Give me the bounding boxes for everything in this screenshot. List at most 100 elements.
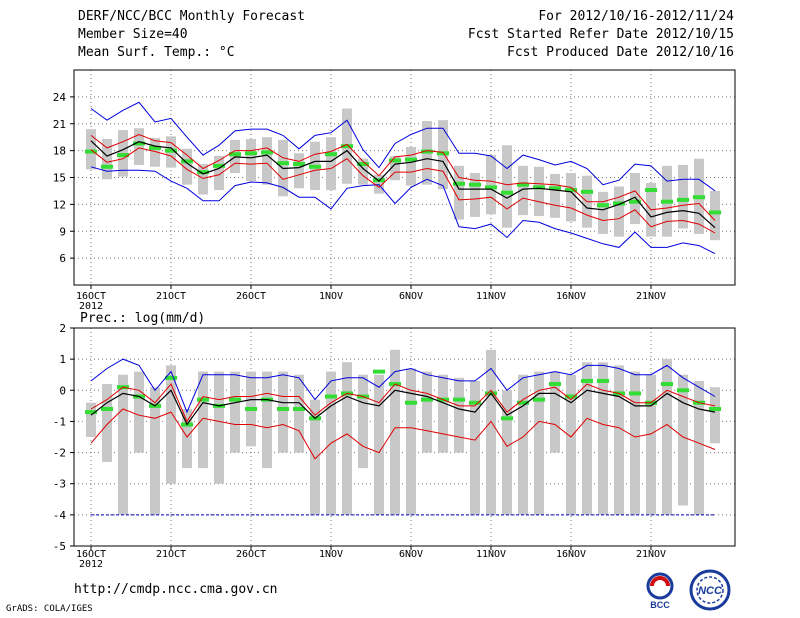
temp-climatology-marker bbox=[485, 185, 497, 190]
temp-ytick-label: 21 bbox=[53, 118, 66, 131]
prec-box bbox=[310, 399, 320, 515]
prec-box bbox=[278, 371, 288, 453]
prec-box bbox=[182, 408, 192, 469]
temp-climatology-marker bbox=[677, 197, 689, 202]
temp-climatology-marker bbox=[517, 182, 529, 187]
variable-label-temp: Mean Surf. Temp.: °C bbox=[78, 45, 235, 60]
temp-climatology-marker bbox=[309, 164, 321, 169]
prec-climatology-marker bbox=[661, 382, 673, 387]
temp-spread-lower-line bbox=[90, 147, 716, 234]
temp-climatology-marker bbox=[421, 149, 433, 154]
prec-box bbox=[422, 371, 432, 453]
prec-ytick-label: -4 bbox=[53, 509, 67, 522]
prec-box bbox=[358, 374, 368, 469]
prec-box bbox=[630, 371, 640, 515]
temp-xtick-year: 2012 bbox=[79, 301, 103, 312]
temp-box bbox=[182, 148, 192, 185]
temp-climatology-marker bbox=[293, 162, 305, 167]
temp-box bbox=[326, 137, 336, 191]
temp-box bbox=[486, 155, 496, 215]
prec-xtick-label: 11NOV bbox=[476, 549, 506, 560]
prec-climatology-marker bbox=[709, 406, 721, 411]
temp-climatology-marker bbox=[229, 152, 241, 157]
prec-ytick-label: -2 bbox=[53, 447, 66, 460]
prec-box bbox=[678, 374, 688, 506]
prec-xtick-label: 1NOV bbox=[319, 549, 343, 560]
temp-climatology-marker bbox=[533, 185, 545, 190]
prec-xtick-label: 21NOV bbox=[636, 549, 666, 560]
temp-climatology-marker bbox=[357, 162, 369, 167]
prec-box bbox=[198, 371, 208, 469]
chart-title: DERF/NCC/BCC Monthly Forecast bbox=[78, 9, 305, 24]
prec-box bbox=[166, 365, 176, 484]
temp-climatology-marker bbox=[165, 148, 177, 153]
prec-ytick-label: 2 bbox=[59, 322, 66, 335]
temp-spread-upper-line bbox=[90, 133, 716, 221]
temp-climatology-marker bbox=[629, 199, 641, 204]
prec-climatology-marker bbox=[677, 388, 689, 393]
prec-spread-lower-line bbox=[90, 408, 716, 460]
prec-box bbox=[406, 368, 416, 515]
forecast-started-date: Fcst Started Refer Date 2012/10/15 bbox=[467, 27, 734, 42]
prec-panel-title: Prec.: log(mm/d) bbox=[80, 311, 205, 326]
temp-climatology-marker bbox=[469, 182, 481, 187]
prec-max-line bbox=[90, 358, 716, 414]
prec-climatology-marker bbox=[517, 400, 529, 405]
temp-box bbox=[470, 173, 480, 217]
prec-box bbox=[486, 349, 496, 515]
prec-box bbox=[598, 362, 608, 515]
temp-max-line bbox=[90, 101, 716, 192]
prec-climatology-marker bbox=[453, 397, 465, 402]
temp-climatology-marker bbox=[213, 163, 225, 168]
prec-climatology-marker bbox=[325, 394, 337, 399]
prec-box bbox=[454, 377, 464, 453]
prec-xtick-label: 21OCT bbox=[156, 549, 186, 560]
prec-box bbox=[102, 384, 112, 462]
prec-climatology-marker bbox=[277, 406, 289, 411]
temp-box bbox=[86, 129, 96, 170]
temp-box bbox=[198, 164, 208, 195]
bcc-logo-ring bbox=[646, 572, 674, 600]
prec-box bbox=[534, 371, 544, 515]
bcc-logo-swirl bbox=[650, 576, 670, 587]
temp-box bbox=[214, 156, 224, 191]
prec-box bbox=[214, 371, 224, 484]
prec-climatology-marker bbox=[421, 397, 433, 402]
prec-climatology-marker bbox=[229, 397, 241, 402]
temp-climatology-marker bbox=[613, 201, 625, 206]
temp-box bbox=[294, 153, 304, 189]
prec-box bbox=[470, 380, 480, 515]
temp-climatology-marker bbox=[565, 188, 577, 193]
temp-box bbox=[390, 156, 400, 181]
prec-climatology-marker bbox=[597, 378, 609, 383]
prec-box bbox=[502, 390, 512, 515]
prec-box bbox=[614, 365, 624, 515]
temp-climatology-marker bbox=[373, 178, 385, 183]
forecast-produced-date: Fcst Produced Date 2012/10/16 bbox=[507, 45, 734, 60]
prec-climatology-marker bbox=[373, 369, 385, 374]
temp-climatology-marker bbox=[277, 161, 289, 166]
temp-xtick-label: 16NOV bbox=[556, 291, 586, 302]
prec-box bbox=[150, 387, 160, 515]
prec-climatology-marker bbox=[245, 406, 257, 411]
prec-climatology-marker bbox=[405, 400, 417, 405]
prec-box bbox=[134, 371, 144, 453]
prec-climatology-marker bbox=[501, 416, 513, 421]
temp-box bbox=[406, 147, 416, 186]
prec-climatology-marker bbox=[565, 394, 577, 399]
prec-box bbox=[646, 374, 656, 515]
temp-climatology-marker bbox=[661, 199, 673, 204]
source-url[interactable]: http://cmdp.ncc.cma.gov.cn bbox=[74, 582, 278, 597]
temp-box bbox=[102, 138, 112, 180]
temp-climatology-marker bbox=[597, 203, 609, 208]
bcc-logo-text: BCC bbox=[650, 600, 670, 610]
ncc-logo: NCC bbox=[689, 569, 731, 611]
temp-climatology-marker bbox=[501, 190, 513, 195]
header-right: For 2012/10/16-2012/11/24 Fcst Started Re… bbox=[468, 8, 734, 62]
temp-box bbox=[550, 173, 560, 218]
temp-box bbox=[534, 166, 544, 217]
temp-box bbox=[710, 190, 720, 241]
temp-ytick-label: 12 bbox=[53, 198, 66, 211]
